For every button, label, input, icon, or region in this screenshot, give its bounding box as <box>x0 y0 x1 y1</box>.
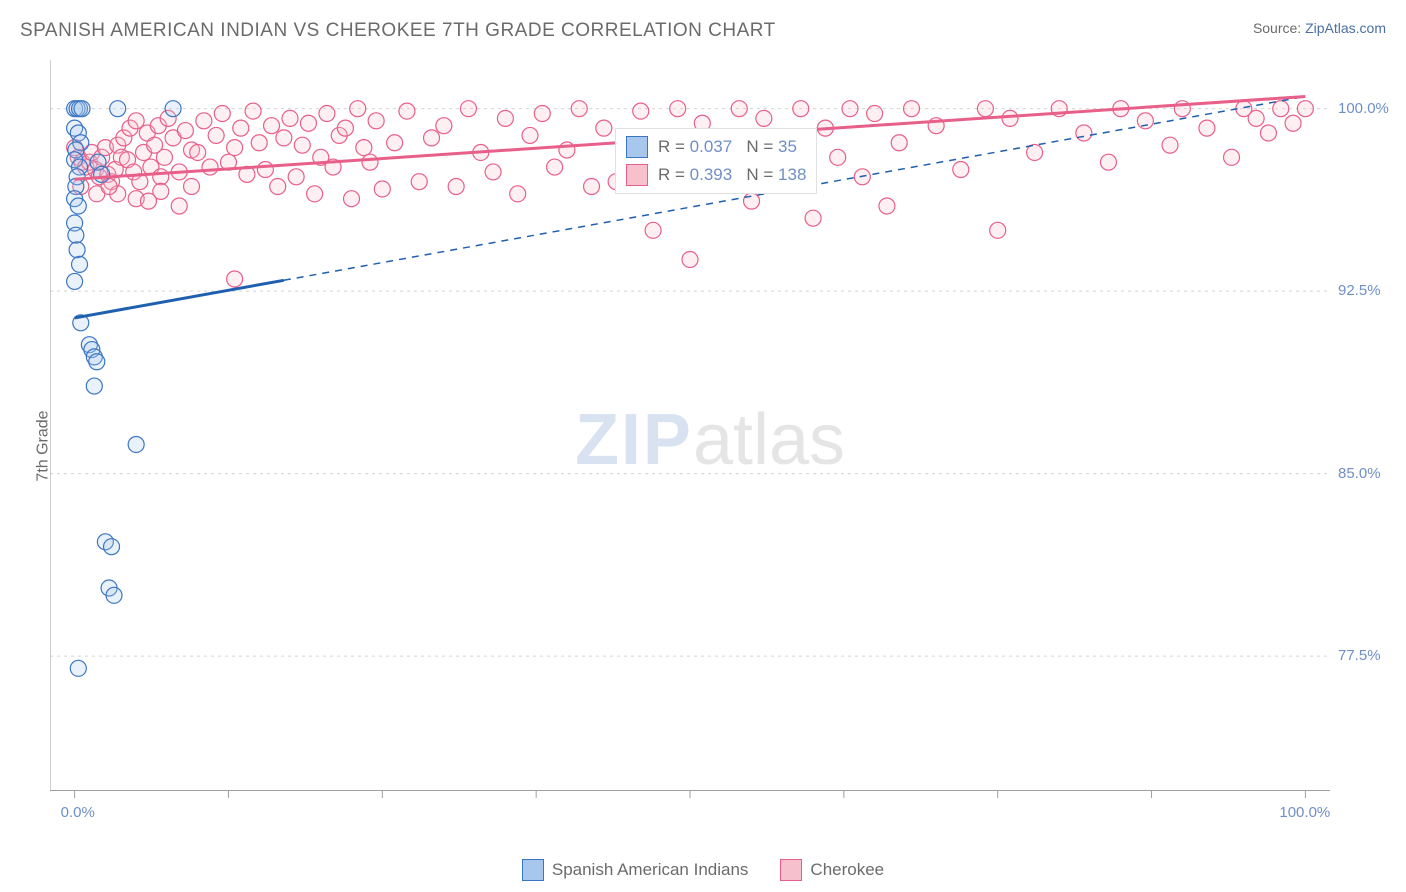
n-value: 35 <box>778 137 797 157</box>
legend-label: Spanish American Indians <box>552 860 749 880</box>
legend-swatch <box>626 164 648 186</box>
y-tick-label: 85.0% <box>1338 465 1366 482</box>
r-legend-row: R = 0.037 N = 35 <box>626 133 806 161</box>
r-value: 0.037 <box>690 137 733 157</box>
plot-area: ZIPatlas R = 0.037 N = 35R = 0.393 N = 1… <box>50 60 1370 820</box>
x-tick-label: 100.0% <box>1279 804 1330 821</box>
source-attribution: Source: ZipAtlas.com <box>1253 20 1386 36</box>
legend-swatch <box>522 859 544 881</box>
r-legend-row: R = 0.393 N = 138 <box>626 161 806 189</box>
source-label: Source: <box>1253 20 1301 36</box>
legend-item: Cherokee <box>780 859 884 881</box>
y-tick-label: 100.0% <box>1338 100 1366 117</box>
n-label: N = <box>732 137 778 157</box>
legend-swatch <box>780 859 802 881</box>
correlation-legend: R = 0.037 N = 35R = 0.393 N = 138 <box>615 128 817 194</box>
series-legend: Spanish American Indians Cherokee <box>0 859 1406 886</box>
n-value: 138 <box>778 165 806 185</box>
legend-label: Cherokee <box>810 860 884 880</box>
y-tick-label: 77.5% <box>1338 647 1366 664</box>
source-link[interactable]: ZipAtlas.com <box>1305 20 1386 36</box>
chart-title: SPANISH AMERICAN INDIAN VS CHEROKEE 7TH … <box>20 20 776 42</box>
legend-swatch <box>626 136 648 158</box>
n-label: N = <box>732 165 778 185</box>
r-label: R = <box>658 165 690 185</box>
x-tick-label: 0.0% <box>61 804 95 821</box>
r-value: 0.393 <box>690 165 733 185</box>
y-tick-label: 92.5% <box>1338 282 1366 299</box>
r-label: R = <box>658 137 690 157</box>
chart-container: SPANISH AMERICAN INDIAN VS CHEROKEE 7TH … <box>0 0 1406 892</box>
legend-item: Spanish American Indians <box>522 859 749 881</box>
